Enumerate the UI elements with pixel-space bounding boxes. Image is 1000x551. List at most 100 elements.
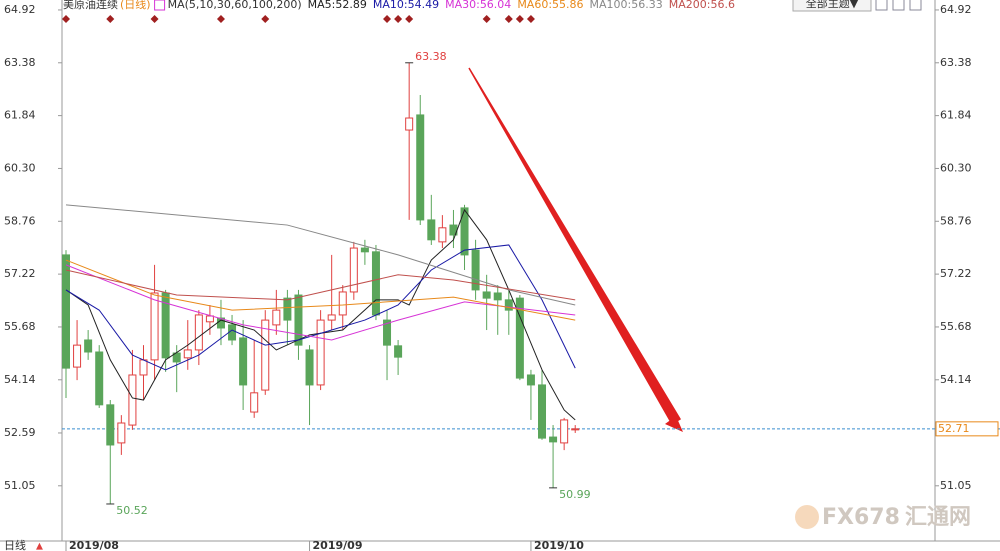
candle-body: [294, 294, 303, 346]
event-marker: [394, 15, 403, 23]
candle-body: [416, 114, 425, 221]
event-marker: [515, 15, 524, 23]
candle-body: [338, 291, 347, 316]
ma-line: [65, 269, 576, 301]
candle-body: [438, 227, 447, 243]
candle-body: [427, 219, 436, 241]
candle-body: [394, 345, 403, 358]
candle-body: [493, 292, 502, 301]
y-tick-label: 51.05: [4, 479, 36, 492]
event-marker: [62, 15, 70, 23]
y-tick-label: 52.59: [4, 426, 36, 439]
y-tick-label: 54.14: [940, 373, 972, 386]
watermark-logo: [795, 505, 819, 529]
legend-entry: MA30:56.04: [445, 0, 511, 11]
candle-body: [526, 374, 535, 386]
indicator-icon: [154, 0, 166, 11]
candle-body: [283, 297, 292, 321]
tool-icon[interactable]: [875, 0, 888, 11]
theme-button[interactable]: [792, 0, 872, 12]
y-tick-label: 54.14: [4, 373, 36, 386]
candle-body: [327, 314, 336, 321]
tool-icon[interactable]: [909, 0, 922, 11]
watermark: FX678: [822, 505, 900, 530]
event-marker: [216, 15, 225, 23]
indicator-label: MA(5,10,30,60,100,200): [168, 0, 302, 11]
candle-body: [405, 117, 414, 131]
period-switch-arrow[interactable]: ▲: [36, 542, 43, 551]
event-marker: [504, 15, 513, 23]
arrow-head: [665, 416, 683, 432]
candle-body: [515, 297, 524, 379]
candle-body: [183, 349, 192, 359]
tool-icon[interactable]: [892, 0, 905, 11]
current-price-box: [935, 421, 999, 437]
ma-line: [65, 208, 576, 421]
candle-body: [128, 374, 137, 426]
candle-body: [360, 247, 369, 253]
ma-line: [65, 204, 576, 306]
y-tick-label: 57.22: [4, 267, 36, 280]
y-tick-label: 63.38: [940, 56, 972, 69]
candle-body: [371, 251, 380, 316]
candle-body: [272, 309, 281, 326]
current-price-label: 52.71: [938, 422, 970, 435]
candle-body: [383, 319, 392, 346]
candle-body: [95, 351, 104, 406]
event-marker: [405, 15, 414, 23]
ma-line: [65, 259, 576, 321]
candle-body: [571, 428, 580, 431]
event-marker: [150, 15, 159, 23]
candle-body: [538, 384, 547, 439]
ma-line: [65, 244, 576, 371]
candle-body: [261, 319, 270, 391]
y-tick-label: 64.92: [940, 3, 972, 16]
candle-body: [150, 292, 159, 361]
high-label: 63.38: [415, 50, 447, 63]
x-tick-label: 2019/08: [69, 539, 119, 551]
candle-body: [106, 404, 115, 446]
y-tick-label: 58.76: [940, 214, 972, 227]
legend-entry: MA100:56.33: [590, 0, 663, 11]
theme-button-label[interactable]: 全部主题▼: [806, 0, 859, 10]
y-tick-label: 60.30: [940, 161, 972, 174]
candle-body: [117, 422, 126, 444]
candle-body: [316, 319, 325, 386]
candle-body: [84, 339, 93, 353]
candle-body: [73, 344, 82, 368]
y-tick-label: 57.22: [940, 267, 972, 280]
legend-entry: MA200:56.6: [669, 0, 735, 11]
y-tick-label: 63.38: [4, 56, 36, 69]
candle-body: [194, 314, 203, 351]
y-tick-label: 55.68: [940, 320, 972, 333]
legend-entry: MA10:54.49: [373, 0, 439, 11]
legend-entry: MA60:55.86: [517, 0, 583, 11]
event-marker: [526, 15, 535, 23]
candle-body: [560, 419, 569, 444]
y-tick-label: 60.30: [4, 161, 36, 174]
event-marker: [261, 15, 270, 23]
candle-body: [205, 315, 214, 323]
y-tick-label: 55.68: [4, 320, 36, 333]
y-tick-label: 64.92: [4, 3, 36, 16]
candle-body: [239, 337, 248, 386]
period-switch[interactable]: 日线: [4, 538, 26, 551]
candle-body: [471, 249, 480, 291]
x-tick-label: 2019/09: [313, 539, 363, 551]
y-tick-label: 58.76: [4, 214, 36, 227]
candle-body: [305, 349, 314, 386]
legend-entry: MA5:52.89: [308, 0, 367, 11]
candle-body: [460, 207, 469, 256]
period-label: (日线): [120, 0, 151, 11]
low-label: 50.99: [559, 488, 591, 501]
candle-body: [549, 436, 558, 443]
candle-body: [250, 392, 259, 413]
chart-title: 美原油连续: [63, 0, 118, 11]
low-label: 50.52: [116, 504, 148, 517]
candle-body: [482, 291, 491, 299]
candle-body: [62, 254, 70, 369]
candle-body: [504, 299, 513, 311]
y-tick-label: 61.84: [940, 109, 972, 122]
y-tick-label: 61.84: [4, 109, 36, 122]
